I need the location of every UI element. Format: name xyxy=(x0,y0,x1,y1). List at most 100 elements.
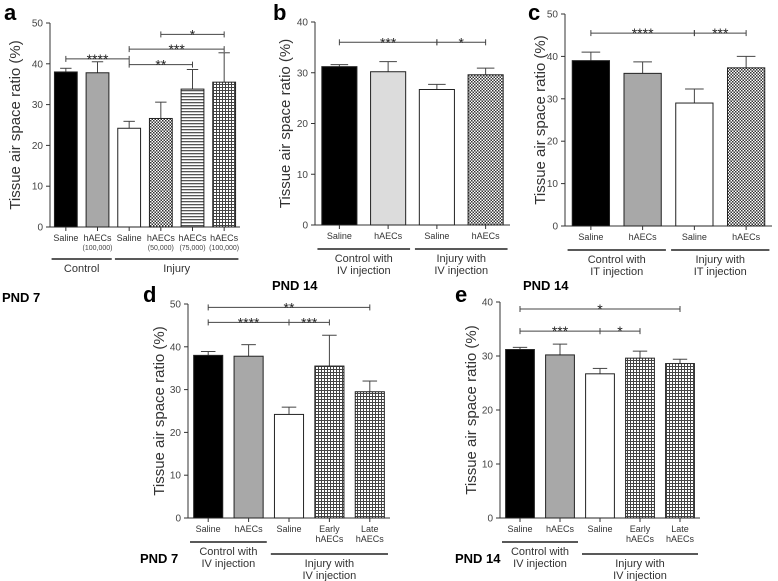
group-label: Injury with xyxy=(695,254,745,266)
group-label: Injury with xyxy=(436,253,486,265)
panel-c: c PND 14 Tissue air space ratio (%) 0 10 20 30… xyxy=(523,0,772,293)
y-tick-label: 10 xyxy=(547,179,559,190)
y-tick-label: 20 xyxy=(297,119,309,130)
x-tick-label: hAECs xyxy=(210,233,239,243)
y-tick-label: 20 xyxy=(32,141,44,152)
significance-label: *** xyxy=(168,41,185,57)
y-tick-label: 0 xyxy=(487,514,493,525)
x-tick-label: hAECs xyxy=(83,233,112,243)
y-tick-label: 0 xyxy=(175,514,181,525)
y-tick-label: 30 xyxy=(297,68,309,79)
y-tick-label: 50 xyxy=(170,300,182,311)
bar xyxy=(418,88,455,226)
pnd-label: PND 7 xyxy=(2,290,40,305)
group-label: IV injection xyxy=(201,558,255,570)
bar xyxy=(273,413,305,519)
group-label: Injury with xyxy=(305,558,355,570)
y-tick-label: 20 xyxy=(482,406,494,417)
x-tick-label: Saline xyxy=(276,524,301,534)
significance-label: **** xyxy=(87,51,109,67)
significance-label: * xyxy=(190,26,196,42)
x-tick-label: hAECs xyxy=(374,231,403,241)
y-tick-label: 40 xyxy=(482,298,494,309)
bar xyxy=(545,354,575,519)
y-tick-label: 50 xyxy=(547,10,559,21)
y-tick-label: 30 xyxy=(32,100,44,111)
x-tick-sublabel: (75,000) xyxy=(179,245,205,252)
panel-d: d PND 7 Tissue air space ratio (%) 0 10 20 30 4… xyxy=(140,282,390,581)
pnd-label: PND 14 xyxy=(523,278,569,293)
y-tick-label: 50 xyxy=(32,19,44,30)
significance-label: * xyxy=(597,301,603,317)
y-tick-label: 10 xyxy=(482,460,494,471)
x-tick-label: hAECs xyxy=(546,524,575,534)
x-tick-label: hAECs xyxy=(356,534,385,544)
significance-label: *** xyxy=(712,25,729,41)
x-tick-label: Saline xyxy=(587,524,612,534)
group-label: Control with xyxy=(335,253,393,265)
y-axis-label: Tissue air space ratio (%) xyxy=(532,35,549,205)
group-label: Control with xyxy=(511,546,569,558)
x-tick-label: Saline xyxy=(424,231,449,241)
bar xyxy=(585,373,615,519)
group-label: Control with xyxy=(588,254,646,266)
significance-label: **** xyxy=(238,314,260,330)
panel-letter: d xyxy=(143,282,156,307)
panel-a: a PND 7 Tissue air space ratio (%) 0 10 20 30 4… xyxy=(2,0,240,305)
group-label: IV injection xyxy=(613,570,667,581)
x-tick-label: Late xyxy=(671,524,689,534)
significance-label: ** xyxy=(155,57,166,73)
bar xyxy=(665,363,695,519)
significance-label: ** xyxy=(284,299,295,315)
y-tick-label: 40 xyxy=(32,59,44,70)
x-tick-label: Saline xyxy=(578,232,603,242)
x-tick-label: hAECs xyxy=(235,524,264,534)
y-tick-label: 40 xyxy=(547,52,559,63)
y-axis-label: Tissue air space ratio (%) xyxy=(463,325,480,495)
x-tick-label: Saline xyxy=(327,231,352,241)
group-label: Injury xyxy=(163,263,190,275)
pnd-label: PND 7 xyxy=(140,551,178,566)
panel-b: b PND 14 Tissue air space ratio (%) 0 10 20 30… xyxy=(272,0,510,293)
y-axis-label: Tissue air space ratio (%) xyxy=(7,40,24,210)
pnd-label: PND 14 xyxy=(272,278,318,293)
y-tick-label: 20 xyxy=(547,137,559,148)
bar xyxy=(625,357,655,519)
panel-e: e PND 14 Tissue air space ratio (%) 0 10 20 30… xyxy=(455,282,700,581)
y-tick-label: 40 xyxy=(297,18,309,29)
bar xyxy=(53,71,78,228)
x-tick-label: Saline xyxy=(682,232,707,242)
y-axis-label: Tissue air space ratio (%) xyxy=(277,39,294,209)
x-tick-label: hAECs xyxy=(626,534,655,544)
pnd-label: PND 14 xyxy=(455,551,501,566)
bar xyxy=(571,60,611,227)
significance-label: **** xyxy=(632,25,654,41)
y-tick-label: 0 xyxy=(302,221,308,232)
x-tick-label: hAECs xyxy=(732,232,761,242)
group-label: IT injection xyxy=(590,266,643,278)
y-tick-label: 30 xyxy=(170,385,182,396)
significance-label: * xyxy=(459,34,465,50)
y-tick-label: 30 xyxy=(482,352,494,363)
x-tick-label: Saline xyxy=(117,233,142,243)
panel-letter: c xyxy=(528,0,540,25)
x-tick-label: hAECs xyxy=(178,233,207,243)
bar xyxy=(467,74,504,226)
x-tick-label: hAECs xyxy=(315,534,344,544)
y-tick-label: 10 xyxy=(32,182,44,193)
y-tick-label: 0 xyxy=(37,223,43,234)
bar xyxy=(321,66,358,226)
y-tick-label: 10 xyxy=(297,170,309,181)
significance-label: *** xyxy=(301,314,318,330)
y-tick-label: 10 xyxy=(170,471,182,482)
y-tick-label: 30 xyxy=(547,94,559,105)
x-tick-label: hAECs xyxy=(147,233,176,243)
group-label: Injury with xyxy=(615,558,665,570)
bar xyxy=(623,72,662,227)
significance-label: *** xyxy=(552,323,569,339)
x-tick-label: Saline xyxy=(53,233,78,243)
x-tick-label: Early xyxy=(630,524,651,534)
x-tick-label: Early xyxy=(319,524,340,534)
bar xyxy=(85,72,110,228)
